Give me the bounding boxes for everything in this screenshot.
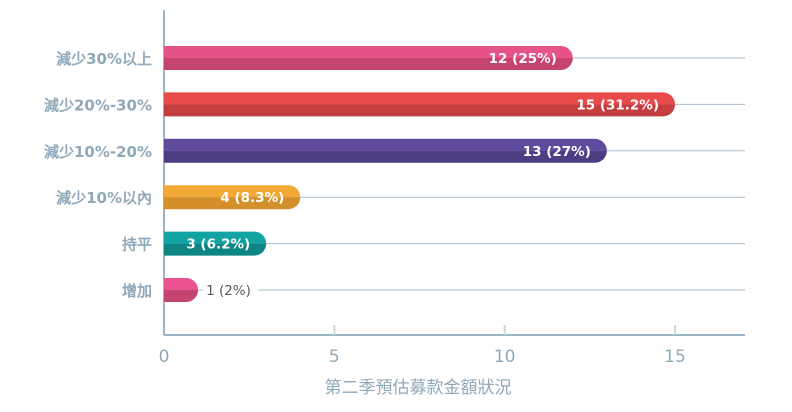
bar <box>164 185 301 210</box>
bar <box>164 231 267 256</box>
bar-bottom-half <box>164 104 675 117</box>
bar-bottom-half <box>164 290 199 302</box>
bar-bottom-half <box>164 58 573 70</box>
bar <box>164 46 573 70</box>
bar-bottom-half <box>164 150 607 163</box>
x-tick-label: 15 <box>664 347 686 367</box>
category-label: 增加 <box>122 282 152 300</box>
x-tick-label: 0 <box>159 347 170 367</box>
bar-top-half <box>164 278 199 290</box>
data-label: 15 (31.2%) <box>576 97 659 113</box>
category-label: 減少30%以上 <box>56 50 152 68</box>
category-label: 減少20%-30% <box>44 96 152 114</box>
bar <box>164 278 199 302</box>
category-label: 減少10%以內 <box>56 189 152 207</box>
bar-top-half <box>164 92 675 105</box>
bar <box>164 92 675 117</box>
bar-top-half <box>164 46 573 58</box>
data-label: 13 (27%) <box>523 144 591 160</box>
bar-top-half <box>164 185 301 198</box>
x-tick-label: 5 <box>329 347 340 367</box>
data-label: 12 (25%) <box>489 51 557 67</box>
bar <box>164 138 607 163</box>
data-label: 4 (8.3%) <box>220 190 284 206</box>
bar-bottom-half <box>164 197 301 210</box>
x-tick-label: 10 <box>494 347 516 367</box>
bar-top-half <box>164 138 607 151</box>
data-label: 3 (6.2%) <box>186 237 250 253</box>
category-label: 減少10%-20% <box>44 143 152 161</box>
x-axis-title: 第二季預估募款金額狀況 <box>325 378 512 398</box>
data-label: 1 (2%) <box>206 283 251 299</box>
data-label-background <box>203 283 258 299</box>
bar-top-half <box>164 231 267 244</box>
bar-bottom-half <box>164 243 267 256</box>
category-label: 持平 <box>122 236 152 254</box>
